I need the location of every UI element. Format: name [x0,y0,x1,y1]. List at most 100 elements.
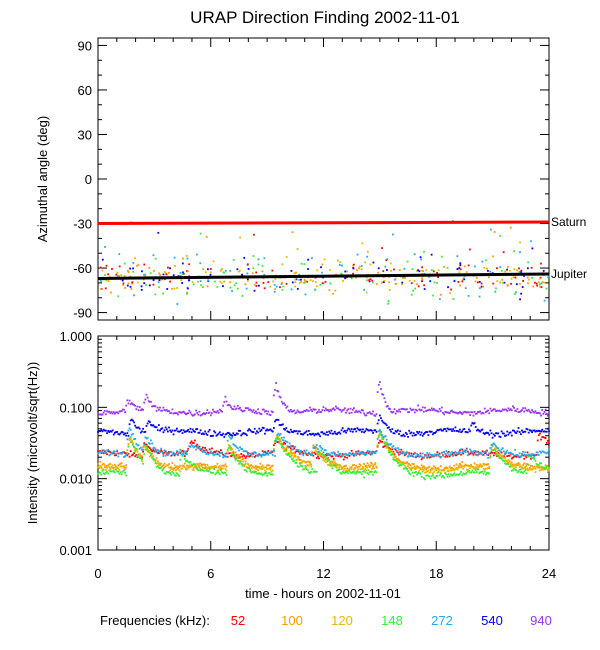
series-148 [97,430,550,481]
data-point [152,254,155,257]
data-point [111,451,114,454]
data-point [191,468,194,471]
data-point [548,467,550,469]
data-point [438,428,441,431]
data-point [530,266,533,269]
data-point [289,456,292,458]
data-point [460,470,462,473]
data-point [480,452,483,455]
data-point [271,454,274,456]
data-point [398,459,400,461]
data-point [284,404,287,406]
data-point [151,442,154,445]
data-point [502,251,505,254]
data-point [316,455,319,458]
data-point [477,411,479,413]
azimuth-y-tick-label: 30 [78,127,92,142]
data-point [294,461,297,464]
data-point [453,469,456,472]
data-point [426,467,429,469]
data-point [213,465,216,468]
data-point [530,455,532,458]
data-point [409,407,412,410]
data-point [380,440,382,443]
data-point [107,273,110,276]
data-point [108,469,111,472]
data-point [247,466,249,469]
data-point [256,412,258,415]
data-point [258,411,261,414]
data-point [533,429,536,432]
data-point [320,452,323,455]
data-point [492,449,495,452]
data-point [487,409,490,412]
data-point [285,406,288,409]
data-point [472,465,475,468]
data-point [280,446,283,449]
data-point [338,468,341,471]
data-point [512,276,515,279]
data-point [391,233,394,236]
data-point [495,287,497,290]
data-point [212,434,214,437]
data-point [123,408,125,411]
data-point [526,428,529,431]
data-point [484,463,487,466]
data-point [459,264,462,267]
data-point [358,265,361,268]
data-point [217,469,220,472]
data-point [162,452,165,455]
data-point [195,409,197,412]
data-point [279,424,282,427]
data-point [374,470,377,473]
data-point [235,446,238,449]
data-point [488,433,491,436]
data-point [453,453,456,456]
data-point [420,455,423,458]
data-point [262,451,265,454]
data-point [503,432,505,435]
data-point [419,409,422,412]
data-point [126,284,129,287]
data-point [199,462,202,465]
data-point [464,451,467,453]
data-point [536,430,539,433]
data-point [162,292,164,295]
data-point [206,467,209,470]
data-point [111,464,114,467]
data-point [484,450,487,453]
data-point [381,438,384,441]
data-point [293,459,296,462]
data-point [123,262,126,265]
data-point [281,281,284,284]
data-point [487,467,490,470]
data-point [252,255,255,257]
data-point [300,433,302,435]
data-point [514,431,517,434]
data-point [339,261,342,263]
data-point [249,452,252,455]
data-point [495,432,497,435]
data-point [354,453,356,455]
data-point [309,461,311,463]
data-point [281,288,284,291]
data-point [482,285,485,288]
data-point [384,435,387,438]
data-point [486,453,488,456]
data-point [333,463,336,466]
data-point [320,266,322,269]
data-point [404,462,407,465]
data-point [266,412,269,415]
data-point [331,464,334,467]
data-point [128,399,131,402]
data-point [236,459,239,462]
data-point [535,465,538,468]
data-point [243,432,246,435]
data-point [431,472,434,475]
data-point [145,448,148,451]
data-point [279,438,282,441]
data-point [189,445,192,448]
data-point [230,406,232,409]
data-point [505,434,508,437]
data-point [532,467,535,470]
